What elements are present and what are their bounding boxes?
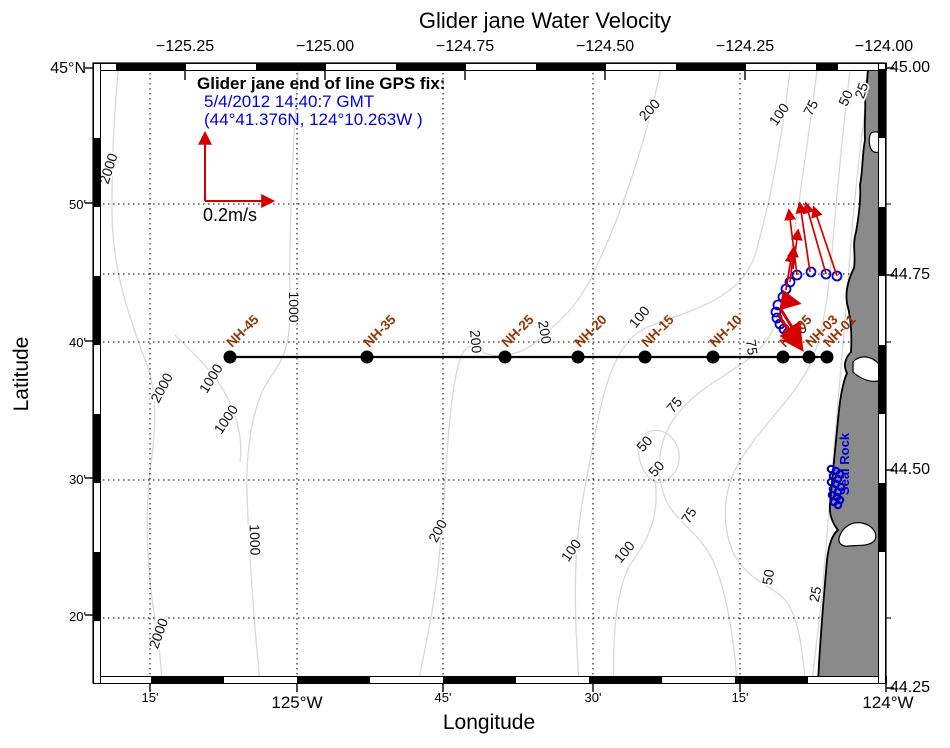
seal-rock-cluster-point bbox=[833, 500, 843, 510]
top-tick-label: −124.50 bbox=[575, 38, 635, 55]
frame-left bbox=[93, 63, 101, 684]
glider-track-point bbox=[831, 270, 843, 282]
velocity-arrow bbox=[811, 205, 838, 277]
bottom-tick-label: 15' bbox=[141, 690, 159, 705]
contour-label: 100 bbox=[558, 536, 585, 564]
x-axis-title: Longitude bbox=[442, 711, 536, 734]
contour-label: 1000 bbox=[286, 291, 302, 322]
station-label: NH-45 bbox=[224, 312, 263, 351]
contour-label: 100 bbox=[766, 100, 793, 128]
contour-label: 25 bbox=[851, 80, 871, 100]
station-marker bbox=[571, 350, 585, 364]
frame-right bbox=[878, 63, 886, 684]
bathymetry-contour bbox=[613, 479, 657, 683]
contour-label: 2000 bbox=[145, 616, 171, 651]
gps-fix-position: (44°41.376N, 124°10.263W ) bbox=[204, 110, 423, 129]
velocity-arrow bbox=[779, 289, 802, 311]
contour-label: 25 bbox=[806, 585, 824, 603]
bathymetry-contour bbox=[637, 429, 680, 483]
gps-fix-time: 5/4/2012 14:40:7 GMT bbox=[204, 92, 375, 111]
station-marker bbox=[706, 350, 720, 364]
contour-label: 200 bbox=[467, 329, 485, 354]
station-marker bbox=[776, 350, 790, 364]
bathymetry-contour bbox=[246, 63, 300, 683]
bathymetry-contour bbox=[111, 63, 163, 683]
top-tick-label: −124.25 bbox=[715, 38, 775, 55]
glider-track-point bbox=[820, 268, 832, 280]
contour-label: 2000 bbox=[147, 370, 176, 405]
left-tick-label: 45°N bbox=[50, 60, 86, 77]
station-marker bbox=[802, 350, 816, 364]
gps-fix-heading: Glider jane end of line GPS fix: bbox=[197, 74, 446, 93]
top-tick-label: −124.00 bbox=[854, 38, 914, 55]
frame-top bbox=[93, 63, 887, 71]
velocity-arrow bbox=[784, 250, 797, 291]
top-tick-label: −125.25 bbox=[155, 38, 215, 55]
velocity-arrow bbox=[781, 325, 803, 349]
gps-fix-annotation: Glider jane end of line GPS fix: 5/4/201… bbox=[197, 75, 445, 129]
bottom-tick-label: 30' bbox=[584, 690, 602, 705]
bathymetry-contour bbox=[658, 63, 819, 683]
velocity-arrow bbox=[795, 201, 811, 273]
top-tick-label: −124.75 bbox=[435, 38, 495, 55]
right-tick-label: 44.50 bbox=[890, 461, 931, 478]
estuary-alsea-bay bbox=[838, 522, 877, 547]
station-label: NH-10 bbox=[707, 312, 745, 350]
contour-label: 1000 bbox=[196, 361, 226, 396]
right-tick-label: 44.75 bbox=[890, 266, 931, 283]
bathymetry-contour bbox=[417, 63, 663, 683]
left-tick-label: 50' bbox=[69, 197, 86, 212]
plot-title: Glider jane Water Velocity bbox=[418, 8, 672, 33]
right-tick-label: 44.25 bbox=[890, 679, 931, 696]
station-marker bbox=[498, 350, 512, 364]
glider-track-point bbox=[805, 266, 817, 278]
contour-label: 100 bbox=[611, 538, 638, 566]
contour-label: 50 bbox=[759, 568, 777, 586]
bathymetry-contour bbox=[811, 63, 872, 683]
station-label: NH-20 bbox=[572, 312, 610, 350]
station-label: NH-35 bbox=[361, 312, 400, 351]
station-marker bbox=[638, 350, 652, 364]
bottom-tick-label: 15' bbox=[731, 690, 749, 705]
contour-label: 50 bbox=[633, 432, 655, 454]
top-tick-label: −125.00 bbox=[295, 38, 355, 55]
velocity-arrow bbox=[802, 201, 827, 275]
velocity-arrow bbox=[784, 208, 798, 276]
contour-label: 75 bbox=[678, 504, 700, 526]
bathymetry-contour bbox=[174, 334, 242, 463]
velocity-scale-label: 0.2m/s bbox=[203, 205, 258, 225]
glider-track-point bbox=[770, 306, 782, 318]
bottom-tick-label: 125°W bbox=[271, 693, 323, 712]
contour-label: 75 bbox=[743, 338, 761, 356]
contour-label: 200 bbox=[535, 319, 555, 345]
contour-label: 200 bbox=[636, 95, 664, 123]
left-tick-label: 40' bbox=[69, 335, 86, 350]
frame-bottom bbox=[93, 676, 887, 684]
station-marker bbox=[360, 350, 374, 364]
right-tick-label: 45.00 bbox=[890, 59, 931, 76]
bottom-tick-label: 45' bbox=[434, 690, 452, 705]
contour-label: 1000 bbox=[246, 524, 263, 556]
bathymetry-contour bbox=[574, 63, 792, 683]
bottom-tick-label: 124°W bbox=[862, 693, 914, 712]
contour-label: 75 bbox=[800, 97, 822, 118]
contour-label: 75 bbox=[663, 394, 685, 416]
velocity-arrow bbox=[790, 228, 803, 270]
station-label: NH-25 bbox=[499, 312, 538, 351]
station-marker bbox=[223, 350, 237, 364]
contour-label: 200 bbox=[425, 516, 450, 544]
left-tick-label: 20' bbox=[69, 609, 86, 624]
bathymetry-contour bbox=[724, 63, 852, 683]
station-marker bbox=[820, 350, 834, 364]
seal-rock-label: Seal Rock bbox=[837, 432, 852, 495]
left-tick-label: 30' bbox=[69, 472, 86, 487]
